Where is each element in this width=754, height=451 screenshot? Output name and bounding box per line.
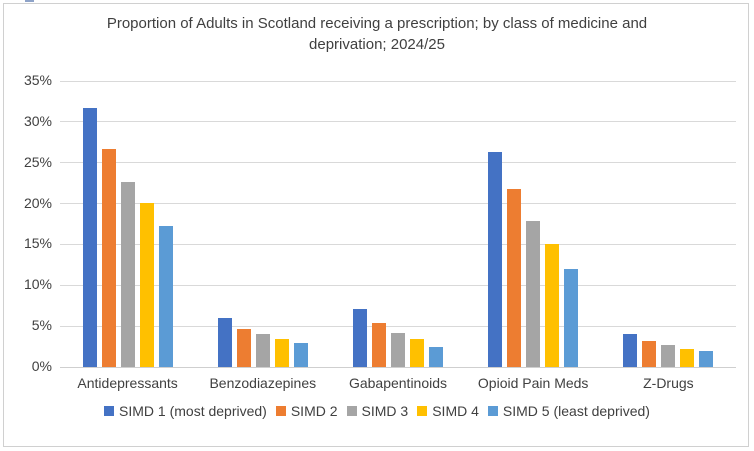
gridline (60, 284, 736, 286)
bar-group (353, 309, 443, 367)
bar-group (488, 152, 579, 367)
bar-series-2 (101, 149, 116, 367)
bar-group (82, 108, 173, 367)
legend-item: SIMD 5 (least deprived) (487, 403, 650, 419)
y-axis-tick-label: 10% (23, 276, 52, 293)
legend-swatch-icon (417, 406, 428, 416)
bar-series-3 (391, 333, 405, 367)
bar-series-3 (120, 182, 135, 367)
gridline (60, 203, 736, 205)
legend-item: SIMD 2 (275, 403, 338, 419)
bar-series-2 (372, 323, 386, 367)
legend-label: SIMD 2 (290, 403, 338, 419)
legend-label: SIMD 5 (least deprived) (502, 403, 650, 419)
cropped-text-artifact (25, 0, 34, 2)
legend-item: SIMD 1 (most deprived) (104, 403, 267, 419)
x-axis-category-label: Z-Drugs (643, 375, 694, 391)
chart-title: Proportion of Adults in Scotland receivi… (106, 15, 648, 53)
gridline (60, 162, 736, 164)
gridline (60, 80, 736, 82)
legend-label: SIMD 3 (361, 403, 409, 419)
y-axis-tick-label: 15% (23, 235, 52, 252)
bar-series-3 (661, 345, 676, 367)
bar-series-4 (274, 339, 289, 367)
bar-series-1 (82, 108, 97, 367)
legend-swatch-icon (346, 406, 357, 416)
legend-label: SIMD 1 (most deprived) (119, 403, 267, 419)
bar-series-1 (623, 334, 638, 367)
legend-item: SIMD 4 (417, 403, 479, 419)
x-axis-category-label: Opioid Pain Meds (477, 375, 589, 391)
bar-series-4 (545, 244, 560, 367)
bar-series-5 (564, 269, 579, 367)
bar-series-5 (158, 226, 173, 367)
bar-series-5 (429, 347, 443, 367)
x-axis-line (60, 366, 736, 368)
bar-series-1 (488, 152, 503, 367)
bar-series-3 (526, 221, 541, 367)
x-axis-category-label: Antidepressants (77, 375, 178, 391)
bar-series-1 (353, 309, 367, 367)
legend-item: SIMD 3 (346, 403, 409, 419)
chart-legend: SIMD 1 (most deprived) SIMD 2 SIMD 3 SIMD 4… (0, 403, 754, 419)
y-axis-tick-label: 20% (23, 194, 52, 211)
bar-series-5 (699, 351, 714, 367)
y-axis-tick-label: 35% (23, 72, 52, 88)
bar-series-1 (217, 318, 232, 367)
legend-swatch-icon (104, 406, 115, 416)
bar-series-4 (410, 339, 424, 367)
gridline (60, 325, 736, 327)
bar-series-3 (255, 334, 270, 367)
bar-series-2 (642, 341, 657, 367)
bar-series-2 (507, 189, 522, 367)
bar-series-5 (293, 343, 308, 367)
x-axis-category-label: Benzodiazepines (209, 375, 317, 391)
bar-series-2 (236, 329, 251, 367)
bar-group (623, 334, 714, 367)
gridline (60, 243, 736, 245)
bar-series-4 (139, 203, 154, 367)
legend-swatch-icon (275, 406, 286, 416)
y-axis-tick-label: 0% (31, 358, 52, 374)
legend-label: SIMD 4 (432, 403, 479, 419)
y-axis-tick-label: 5% (31, 317, 52, 334)
plot-area: 0% 5% 10% 15% 20% 25% 30% 35% Antidepressants Ben… (24, 72, 736, 391)
y-axis-tick-label: 30% (23, 112, 52, 129)
bar-group (217, 318, 308, 367)
y-axis-tick-label: 25% (23, 153, 52, 170)
x-axis-category-label: Gabapentinoids (348, 375, 448, 391)
bar-series-4 (680, 349, 695, 367)
legend-swatch-icon (487, 406, 498, 416)
gridline (60, 121, 736, 123)
